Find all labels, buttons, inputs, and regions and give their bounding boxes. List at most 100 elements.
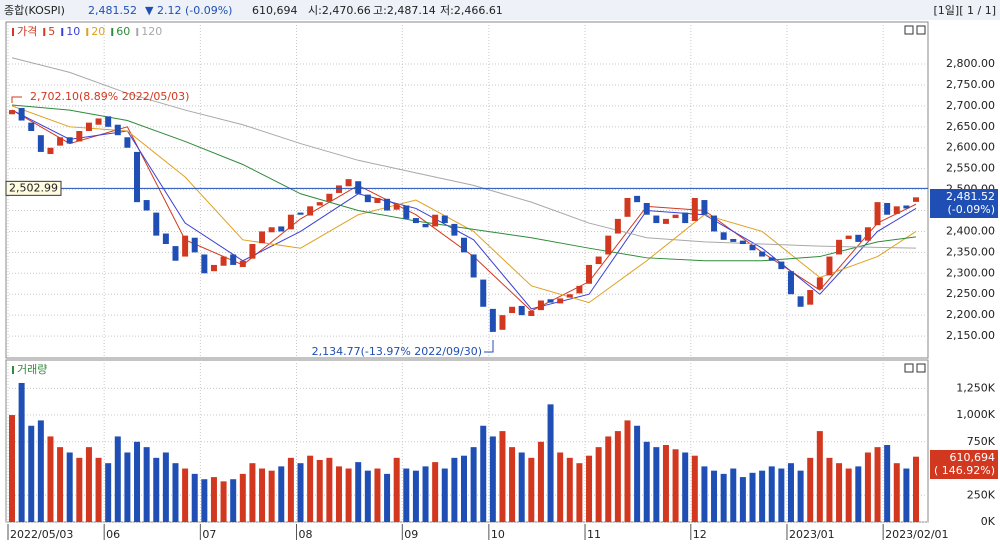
y-tick-label: 2,650.00 — [946, 120, 995, 133]
legend-swatch — [61, 28, 64, 36]
volume-bar — [374, 468, 381, 522]
volume-bar — [836, 463, 843, 522]
volume-bar — [268, 470, 275, 522]
candle — [201, 254, 208, 274]
candle — [547, 299, 554, 303]
candle — [249, 244, 256, 259]
candle — [884, 202, 891, 215]
candle — [143, 200, 150, 211]
candle — [384, 198, 391, 211]
candle — [499, 315, 506, 330]
candle — [778, 261, 785, 270]
volume-bar — [595, 447, 602, 522]
volume-bar — [874, 447, 881, 522]
candle — [836, 239, 843, 255]
index-open: 시:2,470.66 — [308, 4, 371, 17]
y-tick-label: 2,150.00 — [946, 329, 995, 342]
volume-bar — [691, 455, 698, 522]
volume-bar — [711, 470, 718, 522]
volume-bar — [634, 425, 641, 522]
volume-bar — [701, 466, 708, 522]
volume-bar — [278, 466, 285, 522]
x-tick-label: 2023/01 — [789, 528, 835, 541]
candle — [364, 194, 371, 203]
volume-bar — [153, 457, 160, 522]
volume-bar — [739, 477, 746, 522]
candle — [393, 204, 400, 210]
legend-label: 10 — [66, 25, 80, 38]
legend-swatch — [12, 28, 14, 36]
index-name: 종합(KOSPI) — [4, 4, 65, 17]
volume-bar — [884, 445, 891, 522]
candle — [182, 235, 189, 257]
current-price-box — [930, 189, 998, 218]
y-tick-label: 2,400.00 — [946, 224, 995, 237]
candle — [682, 212, 689, 224]
current-volume-box — [930, 450, 998, 479]
x-tick-label: 08 — [299, 528, 313, 541]
y-tick-label: 2,350.00 — [946, 245, 995, 258]
volume-bar — [547, 404, 554, 522]
annotation-arrow — [484, 340, 494, 353]
volume-bar — [787, 463, 794, 522]
candle — [749, 244, 756, 251]
candle — [210, 264, 217, 272]
x-tick-label: 06 — [106, 528, 120, 541]
candle — [787, 271, 794, 295]
reference-label: 2,502.99 — [9, 181, 58, 194]
y-tick-label: 2,550.00 — [946, 162, 995, 175]
legend-swatch — [111, 28, 114, 36]
candle — [259, 231, 266, 244]
volume-bar — [470, 447, 477, 522]
volume-bar — [384, 473, 391, 522]
candle — [326, 193, 333, 202]
candle — [114, 124, 121, 136]
y-tick-label: 2,200.00 — [946, 308, 995, 321]
candle — [287, 214, 294, 230]
candle — [95, 118, 102, 125]
candle — [316, 202, 323, 206]
volume-bar — [326, 457, 333, 522]
candle — [451, 223, 458, 236]
candle — [191, 237, 198, 253]
pager[interactable]: [1일][ 1 / 1] — [934, 3, 996, 17]
candle — [307, 206, 314, 216]
candle — [47, 147, 54, 155]
candle — [518, 305, 525, 316]
legend-swatch — [43, 28, 46, 36]
index-price: 2,481.52 — [88, 4, 137, 17]
candle — [893, 206, 900, 214]
panel-close[interactable] — [916, 25, 926, 35]
volume-bar — [624, 420, 631, 522]
panel-button[interactable] — [904, 25, 914, 35]
panel-close[interactable] — [916, 363, 926, 373]
volume-bar — [191, 473, 198, 522]
volume-bar — [37, 420, 44, 522]
candle — [230, 254, 237, 265]
candle — [855, 234, 862, 242]
candle — [528, 310, 535, 316]
candle — [624, 197, 631, 217]
candle — [711, 215, 718, 232]
volume-bar — [297, 463, 304, 522]
volume-bar — [345, 468, 352, 522]
candle — [278, 226, 285, 232]
candle — [662, 218, 669, 224]
x-tick-label: 10 — [491, 528, 505, 541]
candle — [807, 290, 814, 305]
candle — [441, 215, 448, 224]
candle — [614, 218, 621, 234]
y-tick-label: 2,600.00 — [946, 141, 995, 154]
y-tick-label: 250K — [967, 488, 996, 501]
candle — [162, 233, 169, 245]
volume-bar — [913, 456, 919, 522]
candle — [374, 197, 381, 203]
volume-bar — [855, 466, 862, 522]
legend-swatch — [86, 28, 89, 36]
volume-bar — [124, 452, 131, 522]
panel-button[interactable] — [904, 363, 914, 373]
candle — [672, 214, 679, 219]
candle — [220, 256, 227, 266]
volume-bar — [643, 441, 650, 522]
